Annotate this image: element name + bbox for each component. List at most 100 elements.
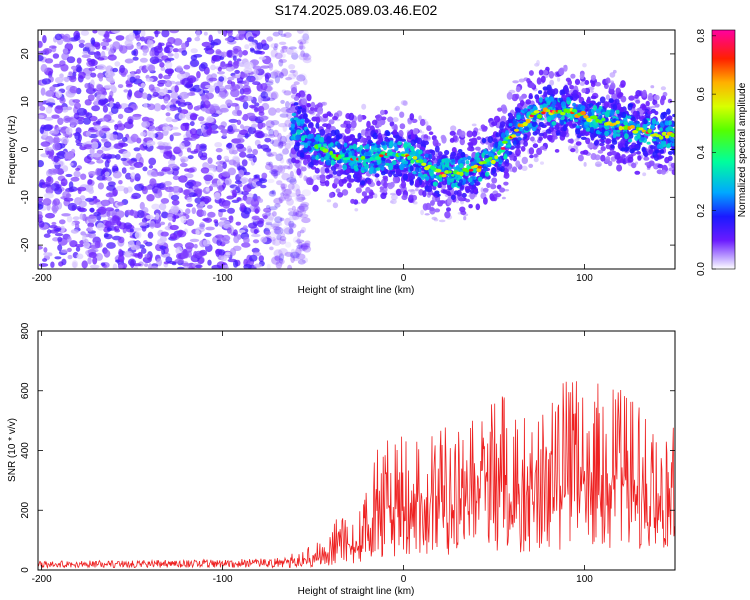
noise-blob [190, 150, 199, 154]
noise-blob [43, 247, 48, 253]
signal-blob [319, 128, 326, 136]
noise-blob [96, 149, 104, 154]
noise-blob [303, 78, 308, 86]
signal-blob [556, 132, 561, 136]
signal-blob [324, 167, 330, 173]
noise-blob [95, 168, 101, 176]
noise-blob [253, 174, 258, 179]
ridge-blob [533, 110, 540, 114]
signal-blob [605, 77, 611, 84]
noise-blob [100, 138, 108, 142]
noise-blob [236, 143, 244, 149]
noise-blob [145, 241, 153, 247]
signal-blob [356, 147, 360, 153]
signal-blob [301, 98, 308, 105]
noise-blob [149, 178, 157, 187]
noise-blob [210, 105, 221, 111]
noise-blob [278, 164, 289, 170]
snr-y-label: SNR (10 * v/v) [7, 418, 18, 482]
noise-blob [207, 49, 214, 55]
noise-blob [78, 43, 85, 48]
noise-blob [61, 76, 72, 82]
signal-blob [434, 145, 440, 153]
signal-blob [628, 120, 634, 124]
noise-blob [274, 70, 283, 78]
noise-blob [43, 233, 51, 238]
signal-blob [587, 142, 594, 149]
noise-blob [131, 50, 137, 56]
noise-blob [59, 97, 66, 104]
signal-blob [361, 198, 368, 204]
signal-blob [636, 151, 641, 155]
noise-blob [87, 94, 95, 102]
signal-blob [607, 160, 613, 167]
signal-blob [295, 148, 300, 152]
signal-blob [446, 207, 451, 212]
signal-blob [376, 180, 381, 187]
noise-blob [283, 32, 292, 38]
noise-blob [245, 112, 256, 119]
noise-blob [250, 77, 256, 82]
noise-blob [74, 102, 81, 110]
signal-blob [616, 129, 621, 133]
noise-blob [122, 150, 131, 159]
noise-blob [97, 99, 107, 106]
noise-blob [267, 153, 274, 158]
noise-blob [251, 215, 260, 220]
noise-blob [157, 82, 165, 87]
signal-blob [320, 177, 326, 183]
signal-blob [341, 178, 347, 184]
noise-blob [278, 59, 284, 67]
noise-blob [45, 176, 54, 185]
signal-blob [609, 109, 615, 116]
signal-blob [536, 147, 543, 155]
noise-blob [242, 101, 249, 110]
noise-blob [299, 213, 309, 218]
noise-blob [274, 255, 281, 262]
signal-blob [491, 121, 498, 127]
noise-blob [268, 107, 277, 116]
noise-blob [52, 206, 58, 214]
noise-blob [205, 109, 216, 114]
noise-blob [59, 219, 66, 225]
signal-blob [291, 112, 297, 117]
snr-x-label: Height of straight line (km) [298, 586, 415, 597]
noise-blob [90, 72, 97, 78]
noise-blob [88, 171, 97, 176]
noise-blob [286, 158, 292, 165]
signal-blob [515, 160, 521, 168]
noise-blob [283, 193, 291, 198]
ridge-peak [477, 165, 482, 169]
signal-blob [317, 107, 324, 115]
noise-blob [140, 30, 146, 38]
noise-blob [54, 256, 62, 260]
signal-blob [436, 161, 440, 167]
signal-blob [428, 131, 434, 135]
noise-blob [239, 203, 245, 208]
signal-blob [580, 105, 586, 110]
signal-blob [628, 95, 635, 101]
noise-blob [123, 187, 129, 194]
noise-blob [285, 241, 292, 248]
noise-blob [242, 50, 249, 56]
noise-blob [104, 159, 110, 168]
noise-blob [231, 84, 241, 91]
noise-blob [198, 150, 203, 159]
noise-blob [263, 207, 272, 213]
noise-blob [280, 99, 285, 104]
noise-blob [100, 41, 110, 47]
ridge-blob [638, 127, 644, 131]
signal-blob [629, 133, 634, 139]
signal-blob [606, 151, 613, 157]
signal-blob [518, 128, 523, 132]
signal-blob [515, 148, 521, 157]
signal-blob [425, 202, 432, 210]
noise-blob [70, 176, 80, 182]
noise-blob [225, 99, 233, 106]
ridge-blob [629, 125, 635, 129]
signal-blob [350, 120, 357, 129]
noise-blob [298, 45, 306, 50]
noise-blob [267, 212, 275, 221]
signal-blob [382, 175, 388, 180]
signal-blob [506, 140, 511, 145]
